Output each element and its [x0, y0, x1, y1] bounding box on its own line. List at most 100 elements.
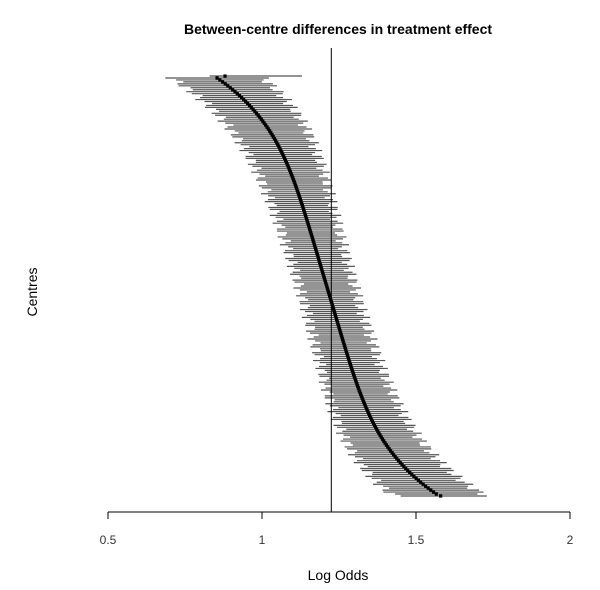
- centre-estimate: [261, 119, 265, 123]
- centre-estimate: [272, 137, 277, 141]
- centre-estimate: [294, 184, 298, 188]
- centre-estimate: [346, 357, 351, 361]
- centre-estimate: [280, 150, 284, 155]
- centre-estimate: [404, 466, 408, 471]
- centre-estimate: [286, 164, 290, 168]
- centre-estimate: [356, 386, 360, 390]
- centre-estimate: [277, 145, 281, 149]
- centre-estimate: [307, 225, 311, 229]
- centre-estimate: [220, 80, 225, 84]
- centre-estimate: [340, 335, 344, 339]
- centre-estimate: [334, 317, 339, 321]
- centre-estimate: [326, 288, 330, 292]
- centre-estimate: [275, 141, 279, 145]
- centre-estimate: [228, 86, 232, 90]
- centre-estimate: [293, 182, 297, 186]
- centre-estimate: [302, 209, 306, 214]
- centre-estimate: [313, 245, 317, 249]
- centre-estimate: [300, 201, 304, 206]
- centre-estimate: [299, 200, 303, 204]
- centre-estimate: [333, 311, 337, 316]
- centre-estimate: [346, 355, 350, 359]
- centre-estimate: [355, 382, 359, 386]
- centre-estimate: [319, 266, 324, 270]
- centre-estimate: [322, 276, 326, 280]
- centre-estimate: [347, 358, 351, 363]
- centre-estimate: [384, 443, 388, 447]
- centre-estimate: [310, 235, 314, 239]
- centre-estimate: [331, 305, 335, 310]
- centre-estimate: [439, 494, 443, 498]
- centre-estimate: [349, 364, 353, 369]
- centre-estimate: [348, 362, 352, 367]
- centre-estimate: [366, 410, 370, 414]
- centre-estimate: [296, 192, 301, 196]
- centre-estimate: [315, 251, 319, 255]
- centre-estimate: [354, 380, 358, 384]
- centre-estimate: [423, 484, 428, 488]
- centre-estimate: [284, 160, 289, 164]
- centre-estimate: [332, 309, 336, 314]
- centre-estimate: [333, 313, 338, 318]
- centre-estimate: [351, 370, 355, 374]
- centre-estimate: [314, 249, 318, 253]
- centre-estimate: [302, 207, 306, 212]
- x-axis-label: Log Odds: [308, 567, 369, 583]
- centre-point-estimates: [215, 74, 443, 498]
- centre-estimate: [317, 258, 321, 263]
- centre-estimate: [303, 213, 308, 217]
- centre-estimate: [343, 345, 347, 349]
- centre-estimate: [223, 82, 227, 86]
- centre-estimate: [301, 205, 305, 210]
- centre-estimate: [303, 211, 307, 215]
- centre-estimate: [295, 188, 299, 192]
- centre-estimate: [296, 190, 300, 194]
- centre-estimate: [406, 468, 410, 473]
- centre-estimate: [294, 186, 299, 190]
- y-axis-label: Centres: [24, 267, 40, 316]
- centre-estimate: [259, 117, 263, 121]
- centre-estimate: [360, 396, 364, 400]
- centre-estimate: [318, 262, 322, 267]
- centre-estimate: [313, 247, 318, 251]
- centre-estimate: [327, 292, 331, 296]
- centre-estimate: [247, 103, 252, 108]
- centre-estimate: [288, 170, 293, 174]
- centre-estimate: [249, 105, 253, 110]
- chart-title: Between-centre differences in treatment …: [184, 21, 492, 37]
- x-tick-label: 0.5: [100, 533, 117, 547]
- centre-estimate: [282, 154, 286, 159]
- centre-estimate: [315, 252, 319, 257]
- centre-estimate: [306, 221, 310, 225]
- centre-estimate: [388, 449, 393, 453]
- centre-estimate: [376, 429, 380, 433]
- centre-estimate: [379, 435, 383, 439]
- centre-estimate: [270, 133, 274, 137]
- centre-estimate: [363, 404, 367, 408]
- centre-estimate: [400, 462, 404, 467]
- centre-estimate: [344, 349, 348, 353]
- centre-estimate: [387, 447, 391, 451]
- centre-estimate: [223, 74, 227, 78]
- centre-estimate: [414, 476, 418, 480]
- centre-estimate: [327, 294, 332, 298]
- x-axis-ticks: 0.5 1 1.5 2: [100, 512, 574, 547]
- centre-estimate: [279, 148, 283, 153]
- centre-estimate: [268, 129, 272, 133]
- centre-estimate: [352, 374, 356, 378]
- centre-estimate: [256, 113, 260, 117]
- centre-estimate: [365, 408, 369, 412]
- centre-estimate: [325, 286, 329, 290]
- centre-estimate: [416, 478, 420, 482]
- centre-estimate: [239, 95, 244, 100]
- centre-estimate: [373, 425, 378, 429]
- centre-estimate: [322, 274, 326, 278]
- centre-estimate: [320, 268, 324, 272]
- centre-estimate: [337, 327, 342, 331]
- centre-estimate: [328, 296, 332, 300]
- centre-estimate: [358, 390, 362, 394]
- centre-estimate: [326, 290, 331, 294]
- centre-estimate: [356, 384, 360, 388]
- centre-estimate: [308, 227, 312, 231]
